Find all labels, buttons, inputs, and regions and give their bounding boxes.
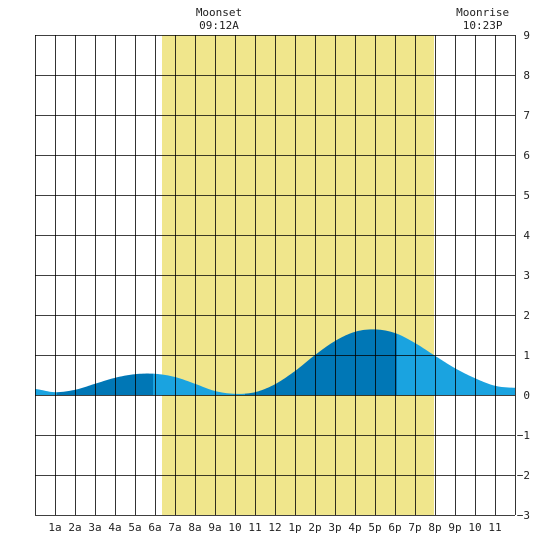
- moon-event-time: 10:23P: [463, 19, 503, 32]
- x-tick-label: 6a: [148, 521, 161, 534]
- x-tick-label: 7p: [408, 521, 421, 534]
- y-tick-label: −1: [517, 429, 530, 442]
- x-tick-label: 8a: [188, 521, 201, 534]
- x-tick-label: 6p: [388, 521, 401, 534]
- daylight-rect: [162, 35, 434, 515]
- x-tick-label: 4a: [108, 521, 121, 534]
- y-tick-label: 4: [523, 229, 530, 242]
- x-tick-label: 5a: [128, 521, 141, 534]
- x-tick-label: 10: [468, 521, 481, 534]
- x-tick-label: 7a: [168, 521, 181, 534]
- x-tick-label: 12: [268, 521, 281, 534]
- y-tick-label: −2: [517, 469, 530, 482]
- moon-event-time: 09:12A: [199, 19, 239, 32]
- tide-segment: [57, 373, 153, 395]
- x-tick-label: 10: [228, 521, 241, 534]
- grid: [35, 35, 516, 516]
- y-tick-label: 5: [523, 189, 530, 202]
- y-axis-ticks: 9 8 7 6 5 4 3 2 1 0 −1 −2 −3: [517, 29, 531, 522]
- y-tick-label: −3: [517, 509, 530, 522]
- y-tick-label: 6: [523, 149, 530, 162]
- tide-segment: [153, 373, 245, 395]
- tide-segment: [35, 389, 57, 395]
- x-tick-label: 9a: [208, 521, 221, 534]
- y-tick-label: 2: [523, 309, 530, 322]
- x-tick-label: 2p: [308, 521, 321, 534]
- y-tick-label: 7: [523, 109, 530, 122]
- y-tick-label: 8: [523, 69, 530, 82]
- x-axis-ticks: 1a 2a 3a 4a 5a 6a 7a 8a 9a 10 11 12 1p 2p 3p 4p 5p 6p 7p 8p…: [48, 521, 501, 534]
- y-tick-label: 1: [523, 349, 530, 362]
- x-tick-label: 5p: [368, 521, 381, 534]
- moon-event-label: Moonrise: [456, 6, 509, 19]
- x-tick-label: 1a: [48, 521, 61, 534]
- x-tick-label: 1p: [288, 521, 301, 534]
- x-tick-label: 9p: [448, 521, 461, 534]
- moon-event-label: Moonset: [196, 6, 242, 19]
- x-tick-label: 3p: [328, 521, 341, 534]
- x-tick-label: 8p: [428, 521, 441, 534]
- x-tick-label: 11: [488, 521, 501, 534]
- x-tick-label: 3a: [88, 521, 101, 534]
- x-tick-label: 11: [248, 521, 261, 534]
- y-tick-label: 0: [523, 389, 530, 402]
- y-tick-label: 9: [523, 29, 530, 42]
- y-tick-label: 3: [523, 269, 530, 282]
- tide-segment: [245, 329, 397, 395]
- x-tick-label: 2a: [68, 521, 81, 534]
- tide-segment: [397, 333, 515, 395]
- tide-area: [35, 329, 515, 395]
- x-tick-label: 4p: [348, 521, 361, 534]
- daylight-band: [162, 35, 434, 515]
